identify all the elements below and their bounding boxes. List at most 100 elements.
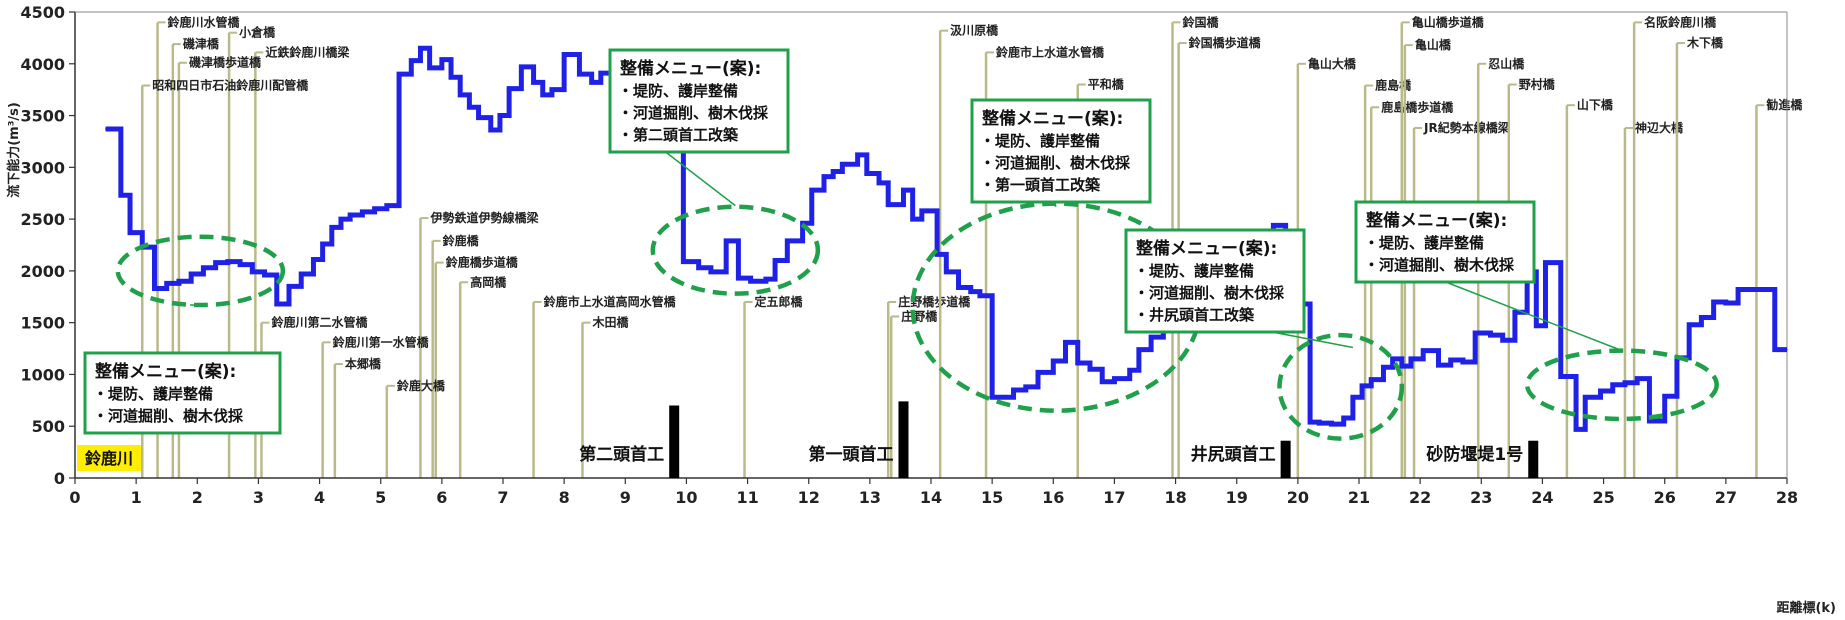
series-point xyxy=(1737,288,1739,291)
bridge-label: 鈴鹿川水管橋 xyxy=(168,14,241,29)
x-tick-label: 20 xyxy=(1287,488,1309,507)
series-point xyxy=(802,222,804,224)
series-point xyxy=(1410,358,1412,360)
y-tick-label: 500 xyxy=(32,417,65,436)
x-tick-label: 19 xyxy=(1226,488,1248,507)
x-tick-label: 23 xyxy=(1470,488,1492,507)
series-point xyxy=(1318,422,1320,424)
series-point xyxy=(508,88,510,90)
bridge-label: 磯津橋 xyxy=(183,36,220,51)
series-point xyxy=(1150,336,1152,338)
x-tick-label: 4 xyxy=(314,488,325,507)
series-point xyxy=(1064,341,1067,343)
bridge-label: 忍山橋 xyxy=(1488,56,1525,71)
series-point xyxy=(902,189,905,191)
series-point xyxy=(551,89,553,91)
menu-item: ・河道掘削、樹木伐採 xyxy=(980,154,1131,172)
bridge-label: 亀山橋歩道橋 xyxy=(1412,14,1485,29)
x-tick-label: 22 xyxy=(1409,488,1431,507)
menu-item: ・第二頭首工改築 xyxy=(618,126,739,144)
bridge-label: 名阪鈴鹿川橋 xyxy=(1644,14,1717,29)
series-point xyxy=(765,278,767,280)
x-tick-label: 28 xyxy=(1776,488,1798,507)
series-point xyxy=(419,47,422,49)
x-tick-label: 5 xyxy=(375,488,386,507)
bridge-label: 鈴国橋 xyxy=(1183,14,1220,29)
weir-bar xyxy=(898,401,909,478)
series-point xyxy=(227,260,229,263)
series-point xyxy=(263,274,266,276)
series-point xyxy=(921,210,923,212)
series-point xyxy=(786,240,788,242)
series-point xyxy=(1786,348,1788,351)
bridge-label: 小倉橋 xyxy=(239,25,276,40)
series-point xyxy=(129,231,131,234)
series-point xyxy=(312,258,315,261)
x-axis-title: 距離標(k) xyxy=(1776,600,1836,616)
y-tick-label: 4500 xyxy=(20,3,65,22)
bridge-label: 昭和四日市石油鈴鹿川配管橋 xyxy=(152,78,309,93)
improvement-area-ellipse xyxy=(650,204,821,296)
x-tick-label: 3 xyxy=(253,488,264,507)
series-point xyxy=(1025,386,1027,388)
improvement-area-ellipse xyxy=(1277,332,1405,441)
series-point xyxy=(1330,423,1333,425)
x-tick-label: 2 xyxy=(192,488,203,507)
series-point xyxy=(1012,389,1015,391)
bridge-label: 木下橋 xyxy=(1686,35,1724,50)
series-point xyxy=(1422,350,1424,352)
y-tick-label: 3000 xyxy=(20,158,65,177)
menu-item: ・河道掘削、樹木伐採 xyxy=(93,407,244,425)
series-point xyxy=(823,176,825,178)
bridge-label: 神辺大橋 xyxy=(1635,120,1684,135)
weir-label: 第二頭首工 xyxy=(579,444,664,465)
series-point xyxy=(1758,288,1761,291)
bridge-label: 木田橋 xyxy=(591,315,629,330)
series-point xyxy=(361,211,363,213)
series-point xyxy=(1535,325,1537,327)
series-point xyxy=(349,214,351,216)
bridge-label: 鈴鹿市上水道水管橋 xyxy=(996,44,1105,59)
x-tick-label: 17 xyxy=(1103,488,1125,507)
series-point xyxy=(957,286,960,289)
series-point xyxy=(532,81,535,84)
x-tick-label: 24 xyxy=(1531,488,1553,507)
menu-box xyxy=(970,98,1152,204)
bridge-label: 近鉄鈴鹿川橋梁 xyxy=(265,44,349,59)
x-tick-label: 21 xyxy=(1348,488,1370,507)
series-point xyxy=(600,72,602,74)
series-point xyxy=(178,280,180,282)
x-tick-label: 10 xyxy=(675,488,697,507)
series-point xyxy=(578,73,581,75)
menu-box xyxy=(608,48,790,154)
series-point xyxy=(120,194,122,196)
series-point xyxy=(563,53,565,56)
series-point xyxy=(710,271,712,273)
bridge-label: 高岡橋 xyxy=(470,274,507,289)
series-point xyxy=(832,170,834,173)
menu-item: ・堤防、護岸整備 xyxy=(980,132,1100,150)
bridge-label: 鈴鹿川第一水管橋 xyxy=(333,334,430,349)
x-tick-label: 9 xyxy=(620,488,631,507)
menu-item: ・堤防、護岸整備 xyxy=(1364,234,1484,252)
y-tick-label: 2000 xyxy=(20,262,65,281)
series-point xyxy=(1309,421,1311,423)
series-point xyxy=(1544,262,1547,264)
bridge-label: JR紀勢本線橋梁 xyxy=(1423,120,1510,135)
series-point xyxy=(1450,359,1452,361)
series-point xyxy=(936,253,938,255)
series-point xyxy=(866,172,868,175)
y-tick-label: 0 xyxy=(54,469,65,488)
bridge-label: 鹿島橋歩道橋 xyxy=(1381,99,1454,114)
bridge-label: 磯津橋歩道橋 xyxy=(189,55,262,70)
weir-layer: 第二頭首工 第一頭首工 井尻頭首工 砂防堰堤1号 xyxy=(579,401,1539,478)
series-point xyxy=(153,287,156,290)
series-point xyxy=(1272,224,1274,226)
x-tick-label: 8 xyxy=(559,488,570,507)
weir-label: 砂防堰堤1号 xyxy=(1426,444,1523,465)
y-tick-label: 4000 xyxy=(20,55,65,74)
series-point xyxy=(1052,360,1054,362)
